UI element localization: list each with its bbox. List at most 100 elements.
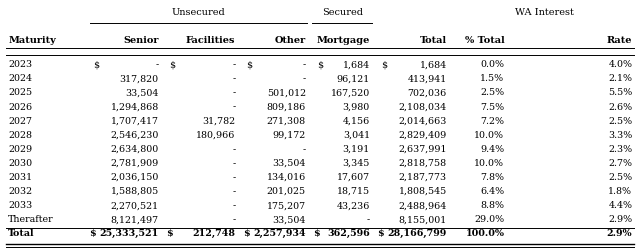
Text: 212,748: 212,748 [193,228,236,237]
Text: 809,186: 809,186 [267,102,306,111]
Text: % Total: % Total [465,36,504,45]
Text: -: - [232,74,236,83]
Text: 6.4%: 6.4% [480,186,504,195]
Text: $: $ [93,60,99,69]
Text: 33,504: 33,504 [273,158,306,167]
Text: 2,108,034: 2,108,034 [399,102,447,111]
Text: Unsecured: Unsecured [172,8,225,16]
Text: Maturity: Maturity [8,36,56,45]
Text: 2,187,773: 2,187,773 [399,172,447,181]
Text: 2,829,409: 2,829,409 [399,130,447,139]
Text: 2.1%: 2.1% [608,74,632,83]
Text: 33,504: 33,504 [125,88,159,97]
Text: 2,257,934: 2,257,934 [253,228,306,237]
Text: 201,025: 201,025 [267,186,306,195]
Text: 2.7%: 2.7% [608,158,632,167]
Text: $: $ [314,228,320,237]
Text: 5.5%: 5.5% [608,88,632,97]
Text: Other: Other [275,36,306,45]
Text: -: - [303,74,306,83]
Text: $: $ [166,228,173,237]
Text: 2,546,230: 2,546,230 [110,130,159,139]
Text: 3,191: 3,191 [342,144,370,153]
Text: WA Interest: WA Interest [515,8,573,16]
Text: 2025: 2025 [8,88,33,97]
Text: 2,014,663: 2,014,663 [398,116,447,125]
Text: 25,333,521: 25,333,521 [99,228,159,237]
Text: -: - [367,214,370,224]
Text: 1,588,805: 1,588,805 [111,186,159,195]
Text: 29.0%: 29.0% [474,214,504,224]
Text: Senior: Senior [124,36,159,45]
Text: 4,156: 4,156 [342,116,370,125]
Text: 17,607: 17,607 [337,172,370,181]
Text: -: - [232,144,236,153]
Text: 3,980: 3,980 [342,102,370,111]
Text: 167,520: 167,520 [331,88,370,97]
Text: 2033: 2033 [8,200,33,209]
Text: 2.5%: 2.5% [608,172,632,181]
Text: 99,172: 99,172 [273,130,306,139]
Text: 2026: 2026 [8,102,33,111]
Text: 2,781,909: 2,781,909 [111,158,159,167]
Text: -: - [232,172,236,181]
Text: 1,684: 1,684 [343,60,370,69]
Text: 2030: 2030 [8,158,33,167]
Text: 1,808,545: 1,808,545 [399,186,447,195]
Text: Total: Total [8,228,35,237]
Text: 28,166,799: 28,166,799 [387,228,447,237]
Text: 175,207: 175,207 [267,200,306,209]
Text: 2.5%: 2.5% [608,116,632,125]
Text: -: - [232,158,236,167]
Text: Rate: Rate [607,36,632,45]
Text: 2029: 2029 [8,144,33,153]
Text: 2.9%: 2.9% [608,214,632,224]
Text: 180,966: 180,966 [196,130,236,139]
Text: 1.8%: 1.8% [608,186,632,195]
Text: 9.4%: 9.4% [480,144,504,153]
Text: -: - [303,144,306,153]
Text: Therafter: Therafter [8,214,54,224]
Text: 2,270,521: 2,270,521 [111,200,159,209]
Text: Mortgage: Mortgage [317,36,370,45]
Text: 2031: 2031 [8,172,33,181]
Text: -: - [303,60,306,69]
Text: 2024: 2024 [8,74,32,83]
Text: 100.0%: 100.0% [465,228,504,237]
Text: -: - [232,186,236,195]
Text: 1,684: 1,684 [420,60,447,69]
Text: 2.6%: 2.6% [608,102,632,111]
Text: 7.5%: 7.5% [480,102,504,111]
Text: -: - [232,60,236,69]
Text: 10.0%: 10.0% [474,130,504,139]
Text: 2,818,758: 2,818,758 [399,158,447,167]
Text: -: - [232,88,236,97]
Text: 362,596: 362,596 [327,228,370,237]
Text: $: $ [246,60,253,69]
Text: 271,308: 271,308 [267,116,306,125]
Text: 1,294,868: 1,294,868 [111,102,159,111]
Text: -: - [232,200,236,209]
Text: -: - [156,60,159,69]
Text: 7.8%: 7.8% [481,172,504,181]
Text: 2.3%: 2.3% [608,144,632,153]
Text: 8.8%: 8.8% [481,200,504,209]
Text: 2032: 2032 [8,186,33,195]
Text: 2028: 2028 [8,130,32,139]
Text: 0.0%: 0.0% [481,60,504,69]
Text: $: $ [243,228,250,237]
Text: 4.0%: 4.0% [608,60,632,69]
Text: 2,637,991: 2,637,991 [398,144,447,153]
Text: Facilities: Facilities [186,36,236,45]
Text: 3,345: 3,345 [342,158,370,167]
Text: 3,041: 3,041 [343,130,370,139]
Text: 31,782: 31,782 [202,116,236,125]
Text: 2027: 2027 [8,116,32,125]
Text: 2,488,964: 2,488,964 [399,200,447,209]
Text: 2.5%: 2.5% [480,88,504,97]
Text: 2,036,150: 2,036,150 [110,172,159,181]
Text: 2,634,800: 2,634,800 [111,144,159,153]
Text: 413,941: 413,941 [408,74,447,83]
Text: 1.5%: 1.5% [480,74,504,83]
Text: $: $ [317,60,323,69]
